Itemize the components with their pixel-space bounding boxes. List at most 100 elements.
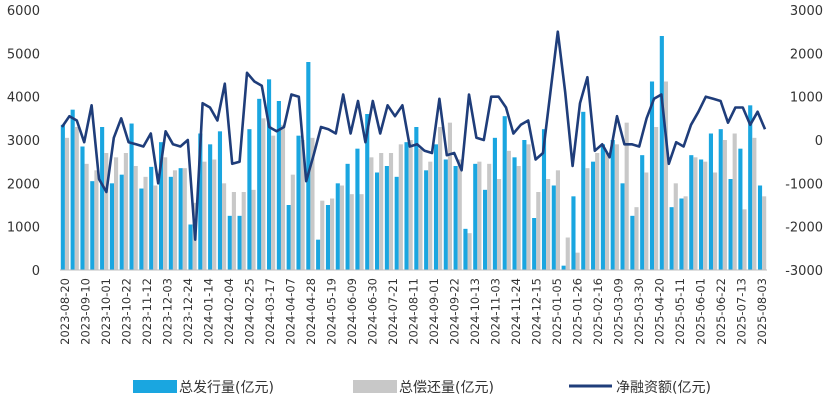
repayment-bar bbox=[418, 148, 423, 270]
repayment-bar bbox=[133, 166, 138, 270]
issuance-bar bbox=[325, 205, 331, 270]
right-axis-tick-label: -2000 bbox=[785, 221, 823, 236]
issuance-bar bbox=[237, 215, 242, 270]
issuance-bar bbox=[129, 123, 134, 271]
issuance-bar bbox=[649, 81, 655, 270]
legend-swatch-issuance bbox=[133, 380, 177, 393]
issuance-bar bbox=[610, 140, 615, 270]
right-axis-tick-label: 1000 bbox=[790, 91, 823, 106]
issuance-bar bbox=[541, 129, 547, 270]
issuance-bar bbox=[266, 79, 272, 270]
legend-swatch-repayment bbox=[353, 380, 397, 393]
repayment-bar bbox=[202, 161, 207, 270]
issuance-bar bbox=[630, 215, 635, 270]
repayment-bar bbox=[712, 172, 718, 270]
repayment-bar bbox=[153, 185, 158, 270]
repayment-bar bbox=[673, 183, 678, 270]
repayment-bar bbox=[683, 196, 688, 270]
issuance-bar bbox=[90, 181, 95, 270]
issuance-bar bbox=[60, 124, 65, 270]
issuance-bar bbox=[355, 148, 360, 270]
right-axis-tick-label: 0 bbox=[815, 134, 823, 149]
issuance-bar bbox=[306, 62, 311, 270]
repayment-bar bbox=[457, 159, 462, 270]
repayment-bar bbox=[722, 140, 727, 270]
line-layer bbox=[60, 30, 767, 241]
x-axis-tick-label: 2025-01-05 bbox=[550, 278, 564, 345]
repayment-bar bbox=[624, 122, 629, 271]
repayment-bar bbox=[732, 133, 737, 270]
repayment-bar bbox=[506, 150, 511, 270]
repayment-bar bbox=[487, 163, 492, 270]
right-axis-tick-label: -1000 bbox=[785, 177, 823, 192]
x-axis-tick-label: 2023-12-24 bbox=[181, 278, 195, 345]
issuance-bar bbox=[591, 161, 596, 270]
left-axis-tick-label: 5000 bbox=[7, 47, 40, 62]
right-axis-ticks: -3000 -2000 -1000 0 1000 2000 3000 bbox=[785, 4, 823, 279]
issuance-bar bbox=[316, 239, 321, 270]
issuance-bar bbox=[168, 176, 173, 270]
repayment-bar bbox=[516, 166, 521, 270]
left-axis-tick-label: 3000 bbox=[7, 134, 40, 149]
left-axis-tick-label: 0 bbox=[32, 264, 40, 279]
repayment-bar bbox=[339, 185, 344, 270]
repayment-bar bbox=[438, 127, 443, 270]
repayment-bar bbox=[379, 153, 384, 270]
legend-item-issuance: 总发行量(亿元) bbox=[133, 380, 274, 396]
bars-layer bbox=[60, 36, 767, 271]
repayment-bar bbox=[104, 153, 109, 270]
repayment-bar bbox=[359, 194, 364, 270]
x-axis-tick-label: 2024-11-24 bbox=[509, 278, 523, 345]
repayment-bar bbox=[565, 237, 570, 270]
x-axis-tick-label: 2024-06-30 bbox=[366, 278, 380, 345]
issuance-bar bbox=[433, 144, 439, 270]
x-axis-ticks: 2023-08-20 2023-09-10 2023-10-01 2023-10-22… bbox=[58, 278, 769, 345]
legend-label-issuance: 总发行量(亿元) bbox=[179, 380, 274, 396]
left-axis-tick-label: 1000 bbox=[7, 221, 40, 236]
issuance-bar bbox=[551, 185, 556, 270]
repayment-bar bbox=[585, 168, 590, 270]
x-axis-tick-label: 2025-04-20 bbox=[653, 278, 667, 345]
x-axis-tick-label: 2024-10-13 bbox=[468, 278, 482, 345]
issuance-bar bbox=[227, 215, 232, 270]
repayment-bar bbox=[143, 176, 148, 270]
issuance-bar bbox=[679, 198, 684, 270]
issuance-bar bbox=[512, 157, 517, 270]
x-axis-tick-label: 2024-01-14 bbox=[202, 278, 216, 345]
x-axis-tick-label: 2023-08-20 bbox=[58, 278, 72, 345]
x-axis-tick-label: 2025-01-26 bbox=[571, 278, 585, 345]
issuance-bar bbox=[139, 188, 144, 270]
issuance-bar bbox=[708, 133, 713, 270]
issuance-bar bbox=[247, 129, 252, 270]
repayment-bar bbox=[212, 159, 217, 270]
repayment-bar bbox=[546, 179, 551, 270]
repayment-bar bbox=[310, 137, 315, 270]
repayment-bar bbox=[614, 144, 619, 270]
issuance-bar bbox=[561, 265, 566, 270]
x-axis-tick-label: 2025-07-13 bbox=[735, 278, 749, 345]
issuance-bar bbox=[384, 166, 389, 270]
issuance-bar bbox=[335, 183, 340, 270]
repayment-bar bbox=[447, 122, 452, 271]
x-axis-tick-label: 2023-09-10 bbox=[79, 278, 93, 345]
issuance-bar bbox=[483, 189, 488, 270]
issuance-bar bbox=[581, 111, 586, 270]
issuance-bar bbox=[571, 196, 576, 270]
x-axis-tick-label: 2025-02-16 bbox=[591, 278, 605, 345]
issuance-bar bbox=[414, 127, 419, 270]
issuance-bar bbox=[296, 135, 301, 270]
x-axis-tick-label: 2024-12-15 bbox=[530, 278, 544, 345]
issuance-bar bbox=[257, 98, 262, 270]
x-axis-tick-label: 2025-03-09 bbox=[612, 278, 626, 345]
x-axis-tick-label: 2024-08-11 bbox=[407, 278, 421, 345]
x-axis-tick-label: 2024-04-07 bbox=[284, 278, 298, 345]
issuance-bar bbox=[198, 133, 203, 270]
issuance-bar bbox=[532, 218, 537, 270]
repayment-bar bbox=[654, 127, 659, 270]
repayment-bar bbox=[477, 161, 482, 270]
issuance-bar bbox=[757, 185, 763, 270]
net-financing-line bbox=[60, 30, 767, 241]
issuance-bar bbox=[640, 155, 645, 270]
issuance-bar bbox=[453, 166, 458, 270]
